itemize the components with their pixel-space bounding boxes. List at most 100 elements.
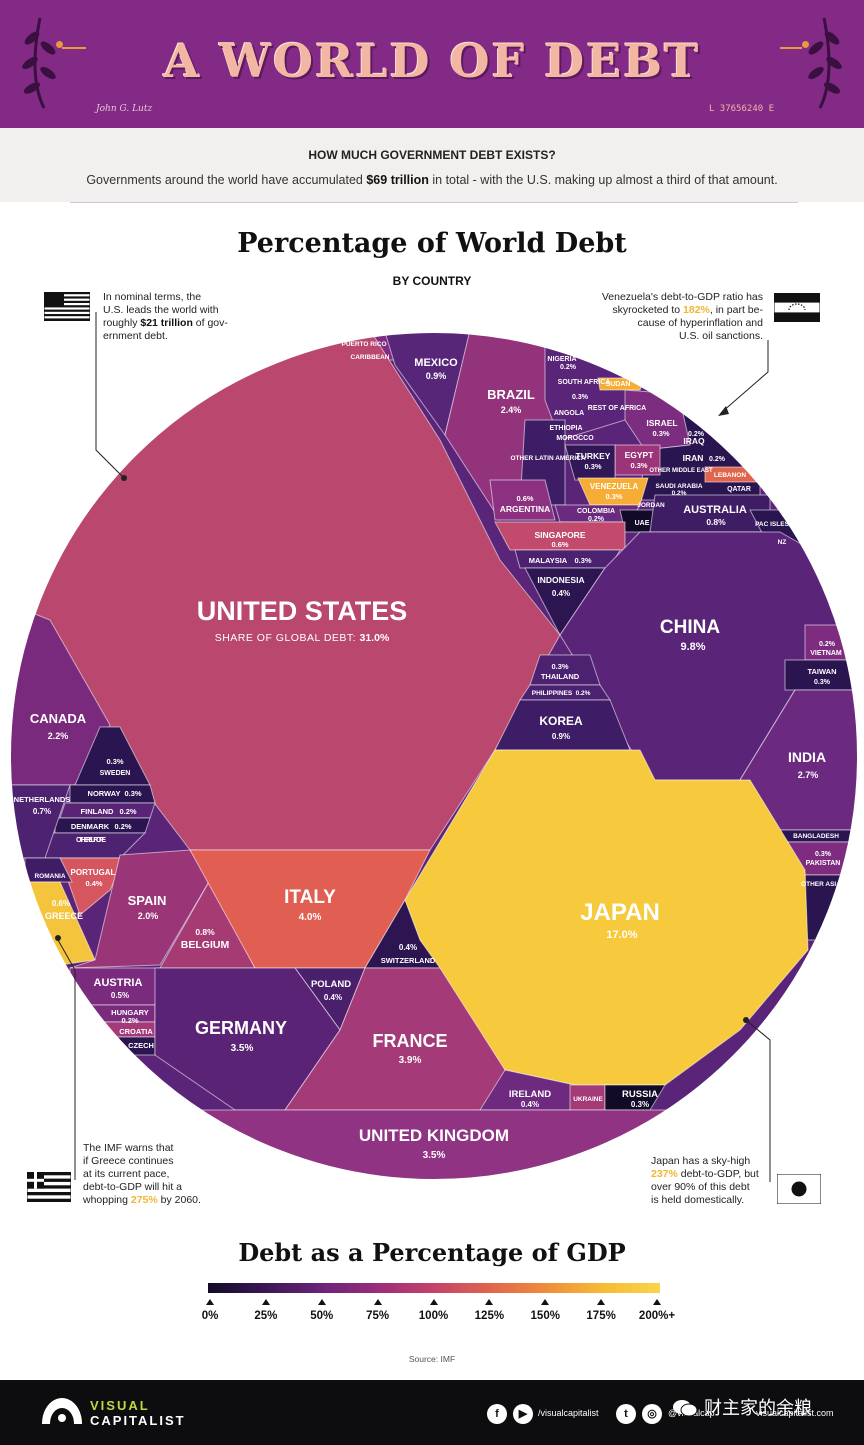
label-poland: POLAND	[311, 979, 351, 990]
label-pakistan: PAKISTAN	[806, 860, 841, 867]
value-brazil: 2.4%	[501, 405, 522, 415]
visual-capitalist-logo-icon	[42, 1398, 82, 1424]
value-philippines: 0.2%	[576, 690, 591, 697]
website-link[interactable]: visualcapitalist.com	[756, 1408, 834, 1418]
facebook-icon[interactable]: f	[487, 1404, 507, 1424]
instagram-icon[interactable]: ◎	[642, 1404, 662, 1424]
legend-title: Debt as a Percentage of GDP	[238, 1238, 626, 1267]
value-portugal: 0.4%	[85, 879, 102, 888]
label-other-middle-east: OTHER MIDDLE EAST	[649, 468, 713, 474]
value-hungary: 0.2%	[121, 1016, 138, 1025]
label-lebanon: LEBANON	[714, 472, 746, 479]
label-nz: NZ	[778, 539, 787, 546]
twitter-icon[interactable]: t	[616, 1404, 636, 1424]
banner-title: A WORLD OF DEBT	[163, 34, 701, 88]
legend-tick-label: 150%	[530, 1310, 560, 1322]
label-other-latin-america: OTHER LATIN AMERICA	[510, 455, 585, 462]
legend-tick-marker	[206, 1299, 214, 1305]
value-turkey: 0.3%	[584, 462, 601, 471]
us-flag-icon	[44, 292, 90, 321]
value-singapore: 0.6%	[551, 540, 568, 549]
value-belgium: 0.8%	[195, 927, 215, 937]
label-france: FRANCE	[373, 1031, 448, 1051]
legend-tick-label: 25%	[254, 1310, 278, 1322]
greece-note: The IMF warns that if Greece continues a…	[83, 1142, 201, 1206]
legend-tick-label: 75%	[366, 1310, 390, 1322]
legend-tick-label: 100%	[418, 1310, 449, 1322]
laurel-right-icon	[808, 17, 842, 109]
cell-portugal	[59, 857, 126, 916]
label-rest-of-africa: REST OF AFRICA	[588, 405, 646, 412]
label-korea: KOREA	[539, 714, 583, 728]
value-russia: 0.3%	[631, 1100, 649, 1109]
label-angola: ANGOLA	[554, 410, 584, 417]
label-hungary: HUNGARY	[111, 1008, 149, 1017]
value-indonesia: 0.4%	[552, 589, 570, 598]
label-russia: RUSSIA	[622, 1089, 658, 1100]
label-venezuela: VENEZUELA	[590, 482, 639, 491]
label-ethiopia: ETHIOPIA	[549, 425, 582, 432]
label-italy: ITALY	[284, 887, 336, 908]
label-australia: AUSTRALIA	[683, 504, 747, 516]
value-netherlands: 0.7%	[33, 807, 51, 816]
banner-dot-left	[56, 41, 63, 48]
label-taiwan: TAIWAN	[807, 667, 836, 676]
legend-tick-marker	[653, 1299, 661, 1305]
japan-note: Japan has a sky-high 237% debt-to-GDP, b…	[651, 1155, 759, 1206]
legend-tick-label: 200%+	[638, 1310, 676, 1322]
label-spain: SPAIN	[128, 893, 167, 908]
value-saudi-arabia: 0.2%	[672, 490, 687, 497]
world-debt-treemap: PUERTO RICO CARIBBEAN MEXICO 0.9% BRAZIL…	[9, 331, 859, 1181]
cell-argentina	[489, 479, 556, 521]
divider	[70, 202, 798, 203]
label-sweden: SWEDEN	[100, 770, 131, 777]
chart-subtitle: BY COUNTRY	[392, 274, 472, 288]
legend-tick-marker	[261, 1299, 270, 1305]
cell-taiwan	[784, 659, 858, 691]
social-handle-facebook[interactable]: /visualcapitalist	[538, 1408, 599, 1418]
intro-heading: HOW MUCH GOVERNMENT DEBT EXISTS?	[308, 148, 556, 162]
label-other-europe: OTHER EUROPE	[76, 837, 106, 844]
banner: A WORLD OF DEBT John G. Lutz L 37656240 …	[0, 0, 864, 128]
chart-title: Percentage of World Debt	[237, 228, 627, 259]
label-belgium: BELGIUM	[181, 939, 230, 951]
label-united-kingdom: UNITED KINGDOM	[359, 1126, 509, 1145]
value-nigeria: 0.2%	[560, 364, 577, 371]
value-united-kingdom: 3.5%	[423, 1150, 446, 1161]
label-united-states: UNITED STATES	[197, 596, 408, 626]
label-romania: ROMANIA	[34, 873, 65, 880]
label-philippines: PHILIPPINES	[532, 690, 573, 697]
label-bangladesh: BANGLADESH	[793, 833, 839, 840]
label-iraq: IRAQ	[683, 436, 705, 446]
legend-tick-marker	[541, 1299, 550, 1305]
label-indonesia: INDONESIA	[537, 575, 584, 585]
intro-total: $69 trillion	[366, 173, 429, 187]
value-norway: 0.3%	[124, 789, 141, 798]
label-thailand: THAILAND	[541, 672, 580, 681]
legend-tick-marker	[373, 1299, 382, 1305]
legend-tick-label: 0%	[201, 1310, 219, 1322]
value-finland: 0.2%	[119, 807, 136, 816]
value-taiwan: 0.3%	[814, 679, 831, 686]
greece-flag-icon	[27, 1172, 71, 1202]
source-note: Source: IMF	[408, 1354, 456, 1364]
label-malaysia: MALAYSIA	[529, 556, 568, 565]
label-iran: IRAN	[683, 453, 704, 463]
value-germany: 3.5%	[231, 1043, 254, 1054]
footer	[0, 1380, 864, 1445]
label-norway: NORWAY	[88, 789, 121, 798]
value-iraq: 0.2%	[688, 431, 705, 438]
label-turkey: TURKEY	[576, 451, 611, 461]
label-argentina: ARGENTINA	[500, 504, 551, 514]
value-korea: 0.9%	[552, 732, 570, 741]
label-saudi-arabia: SAUDI ARABIA	[655, 483, 702, 490]
venezuela-note: Venezuela's debt-to-GDP ratio has skyroc…	[601, 291, 763, 342]
value-vietnam: 0.2%	[819, 641, 836, 648]
value-italy: 4.0%	[299, 912, 322, 923]
label-ireland: IRELAND	[509, 1089, 551, 1100]
visual-capitalist-wordmark: VISUAL CAPITALIST	[90, 1398, 186, 1428]
youtube-icon[interactable]: ▶	[513, 1404, 533, 1424]
value-iran: 0.2%	[709, 456, 726, 463]
label-austria: AUSTRIA	[94, 977, 143, 989]
value-greece: 0.6%	[52, 899, 70, 908]
